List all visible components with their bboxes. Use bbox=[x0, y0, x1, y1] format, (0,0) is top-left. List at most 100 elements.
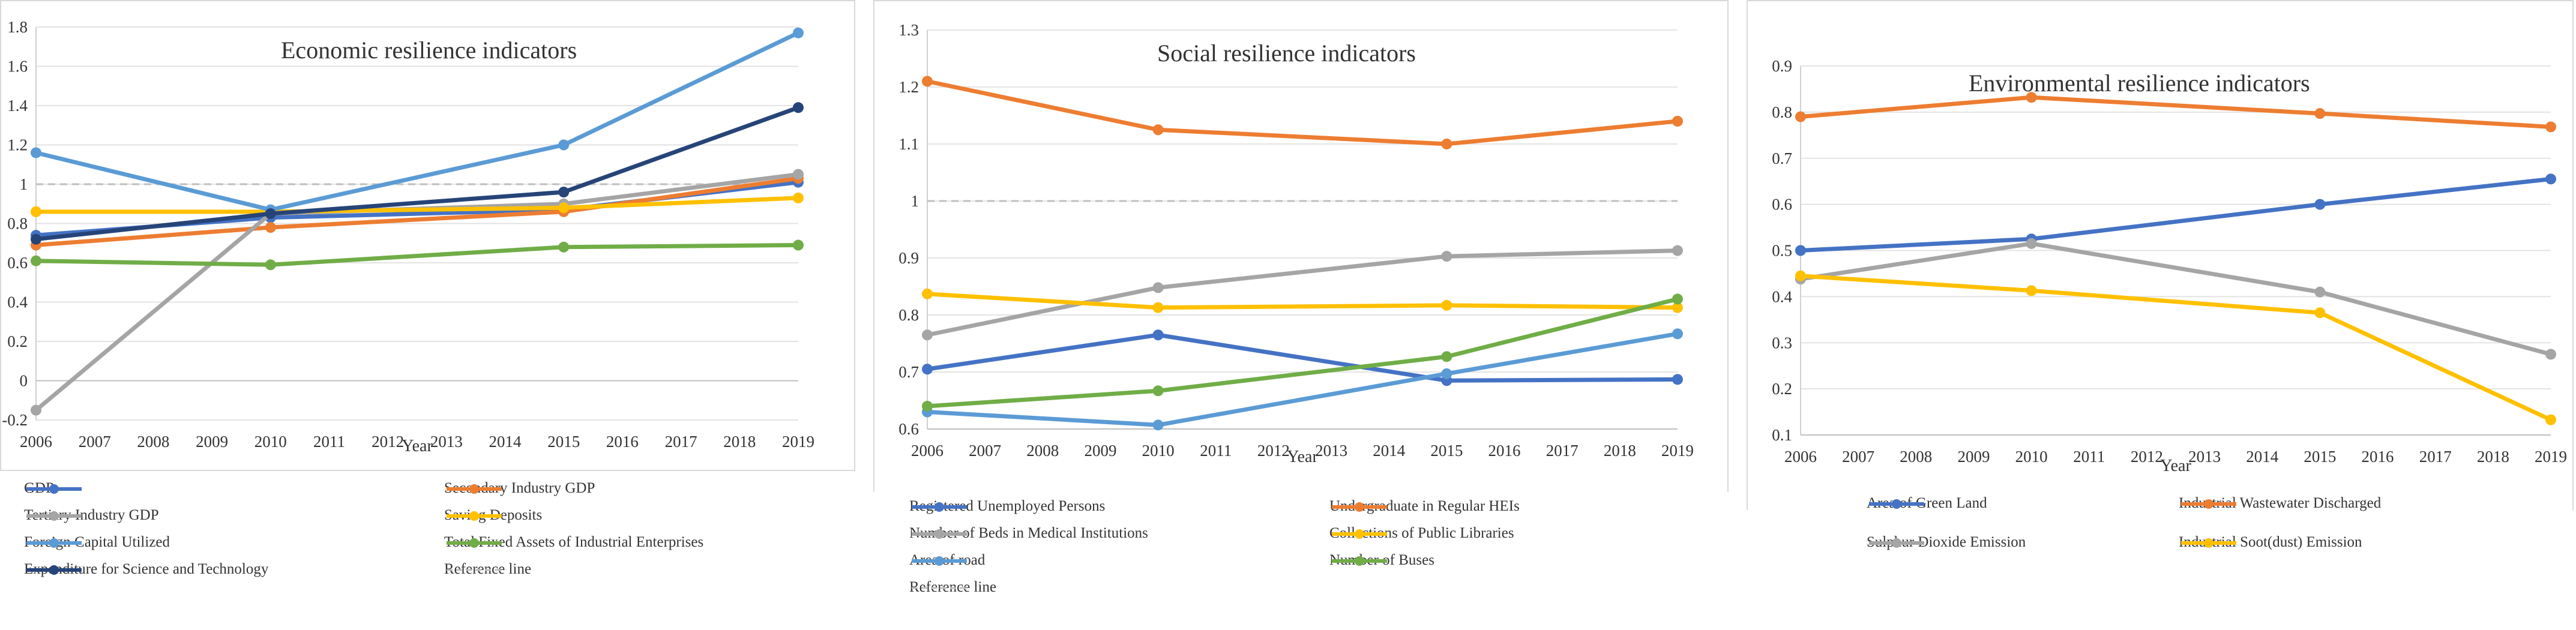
data-point-number-of-beds-in-medical-institutions bbox=[1672, 245, 1683, 256]
legend-item-saving-deposits: Saving Deposits bbox=[444, 507, 542, 524]
legend-swatch-marker bbox=[49, 565, 59, 575]
series-line-expenditure-for-science-and-technology bbox=[34, 105, 801, 242]
legend-swatch-marker bbox=[934, 556, 944, 566]
y-tick-label: -0.2 bbox=[2, 411, 28, 429]
data-point-total-fixed-assets-of-industrial-enterprises bbox=[558, 241, 570, 253]
data-point-area-of-green-land bbox=[1795, 245, 1806, 256]
legend-item-tertiary-industry-gdp: Tertiary Industry GDP bbox=[24, 507, 159, 524]
legend-swatch bbox=[912, 587, 967, 589]
legend-item-industrial-wastewater-discharged: Industrial Wastewater Discharged bbox=[2179, 495, 2381, 512]
data-point-expenditure-for-science-and-technology bbox=[265, 208, 276, 220]
y-tick-label: 0.2 bbox=[7, 332, 28, 350]
chart-border bbox=[1747, 0, 2574, 510]
legend-item-undergraduate-in-regular-heis: Undergraduate in Regular HEIs bbox=[1329, 498, 1520, 515]
y-tick-label: 0.4 bbox=[1772, 287, 1792, 305]
legend-item-reference-line: Reference line bbox=[444, 561, 531, 578]
legend-item-foreign-capital-utilized: Foreign Capital Utilized bbox=[24, 534, 170, 551]
y-tick-label: 1 bbox=[20, 175, 28, 193]
y-tick-label: 1.6 bbox=[7, 58, 28, 76]
economic-chart-plot: -0.2 0 0.2 0.4 0.6 0.8 1 1.2 1.4 1.6 1.8 2006 2007 20… bbox=[0, 0, 855, 471]
data-point-area-of-road bbox=[1672, 328, 1683, 340]
data-point-collections-of-public-libraries bbox=[1672, 302, 1683, 313]
legend-swatch bbox=[26, 565, 82, 575]
data-point-industrial-wastewater-discharged bbox=[2314, 108, 2326, 119]
legend-swatch-marker bbox=[1355, 556, 1364, 566]
data-point-total-fixed-assets-of-industrial-enterprises bbox=[265, 259, 276, 271]
series-line-saving-deposits bbox=[34, 196, 801, 214]
data-point-registered-unemployed-persons bbox=[1672, 374, 1683, 385]
data-point-undergraduate-in-regular-heis bbox=[922, 76, 933, 87]
economic-chart-title: Economic resilience indicators bbox=[281, 37, 577, 64]
legend-item-number-of-buses: Number of Buses bbox=[1329, 552, 1434, 569]
x-tick-label: 2017 bbox=[665, 433, 697, 451]
chart-border bbox=[873, 0, 1729, 492]
x-tick-label: 2015 bbox=[1430, 442, 1463, 460]
x-tick-label: 2006 bbox=[1784, 448, 1817, 466]
legend-swatch bbox=[912, 529, 967, 539]
x-tick-label: 2017 bbox=[1546, 442, 1578, 460]
legend-swatch-marker bbox=[469, 484, 479, 494]
legend-swatch bbox=[912, 502, 967, 512]
economic-chart-panel: -0.2 0 0.2 0.4 0.6 0.8 1 1.2 1.4 1.6 1.8 2006 2007 20… bbox=[0, 0, 858, 630]
data-point-industrial-soot-dust-emission bbox=[2314, 307, 2326, 319]
y-tick-label: 0.7 bbox=[1772, 149, 1792, 167]
legend-swatch bbox=[447, 511, 502, 521]
data-point-number-of-buses bbox=[922, 401, 933, 412]
y-tick-label: 1.8 bbox=[7, 18, 28, 36]
y-tick-label: 0.7 bbox=[898, 363, 919, 381]
data-point-total-fixed-assets-of-industrial-enterprises bbox=[31, 255, 41, 266]
data-point-area-of-green-land bbox=[2545, 173, 2556, 185]
series-line-total-fixed-assets-of-industrial-enterprises bbox=[34, 243, 801, 267]
legend-item-sulphur-dioxide-emission: Sulphur Dioxide Emission bbox=[1867, 534, 2026, 551]
data-point-registered-unemployed-persons bbox=[922, 364, 933, 375]
y-tick-label: 0.6 bbox=[898, 420, 919, 438]
y-tick-label: 0.8 bbox=[1772, 103, 1792, 121]
legend-swatch bbox=[447, 484, 502, 494]
x-tick-label: 2018 bbox=[2477, 448, 2509, 466]
x-tick-label: 2008 bbox=[1026, 442, 1059, 460]
x-tick-label: 2010 bbox=[2015, 448, 2048, 466]
x-tick-label: 2007 bbox=[969, 442, 1001, 460]
legend-swatch-marker bbox=[49, 484, 59, 494]
x-axis-label: Year bbox=[402, 437, 433, 455]
data-point-number-of-beds-in-medical-institutions bbox=[922, 329, 933, 341]
legend-swatch-marker bbox=[49, 538, 59, 548]
data-point-tertiary-industry-gdp bbox=[31, 404, 41, 416]
series-line-sulphur-dioxide-emission bbox=[1798, 241, 2553, 356]
environmental-chart-legend: Area of Green Land Industrial Wastewater … bbox=[1867, 495, 2575, 585]
series-line-registered-unemployed-persons bbox=[925, 332, 1680, 383]
y-tick-label: 0.8 bbox=[7, 215, 28, 233]
y-tick-label: 1.1 bbox=[898, 135, 919, 153]
economic-chart-legend: GDP Secondary Industry GDP Tertiary Indust… bbox=[24, 480, 852, 624]
y-tick-label: 1.2 bbox=[7, 136, 28, 154]
legend-item-area-of-road: Area of road bbox=[909, 552, 985, 569]
data-point-number-of-buses bbox=[1441, 351, 1452, 362]
x-tick-label: 2016 bbox=[1488, 442, 1521, 460]
data-point-collections-of-public-libraries bbox=[1152, 302, 1164, 313]
legend-item-collections-of-public-libraries: Collections of Public Libraries bbox=[1329, 525, 1514, 542]
data-point-industrial-soot-dust-emission bbox=[2026, 285, 2037, 296]
series-line-number-of-buses bbox=[925, 296, 1680, 409]
data-point-expenditure-for-science-and-technology bbox=[793, 102, 804, 113]
x-tick-label: 2010 bbox=[254, 433, 287, 451]
x-tick-label: 2012 bbox=[1257, 442, 1290, 460]
environmental-chart-panel: 0.1 0.2 0.3 0.4 0.5 0.6 0.7 0.8 0.9 2006 2007 2008 2… bbox=[1747, 0, 2576, 630]
y-tick-label: 1 bbox=[911, 192, 919, 210]
series-line-industrial-soot-dust-emission bbox=[1798, 274, 2553, 422]
data-point-secondary-industry-gdp bbox=[265, 222, 276, 233]
legend-swatch-marker bbox=[1892, 538, 1901, 548]
legend-swatch bbox=[1332, 556, 1387, 566]
legend-swatch bbox=[1332, 502, 1387, 512]
y-tick-label: 1.3 bbox=[898, 21, 919, 39]
legend-swatch bbox=[447, 538, 502, 548]
x-tick-label: 2009 bbox=[196, 433, 228, 451]
x-tick-label: 2008 bbox=[1900, 448, 1932, 466]
legend-item-expenditure-for-science-and-technology: Expenditure for Science and Technology bbox=[24, 561, 268, 578]
data-point-foreign-capital-utilized bbox=[793, 27, 804, 38]
data-point-area-of-road bbox=[1441, 368, 1452, 379]
x-tick-label: 2018 bbox=[723, 433, 756, 451]
y-tick-label: 0.6 bbox=[1772, 196, 1792, 214]
social-chart-panel: 0.6 0.7 0.8 0.9 1 1.1 1.2 1.3 2006 2007 2008 2009 20… bbox=[873, 0, 1732, 630]
series-line-area-of-green-land bbox=[1798, 176, 2553, 253]
data-point-sulphur-dioxide-emission bbox=[2314, 286, 2326, 298]
